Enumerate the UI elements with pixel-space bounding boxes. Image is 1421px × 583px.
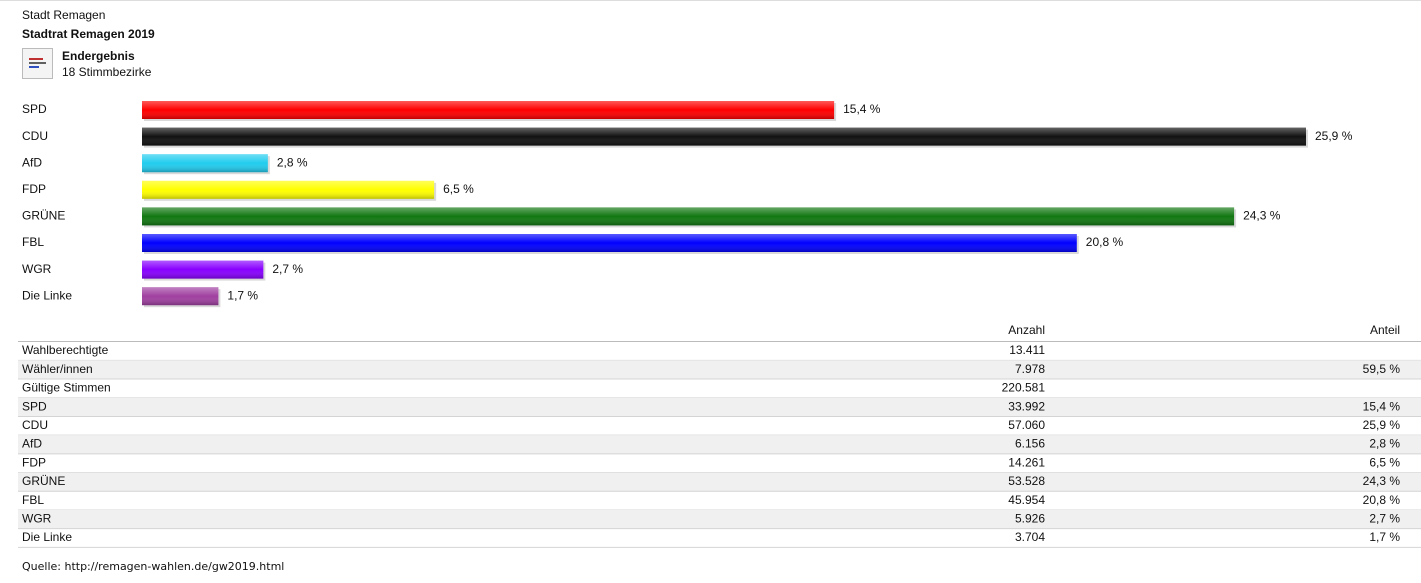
row-count: 14.261 — [1008, 455, 1045, 469]
row-count: 53.528 — [1008, 474, 1045, 488]
row-count: 6.156 — [1015, 437, 1045, 451]
row-count: 57.060 — [1008, 418, 1045, 432]
value-label: 24,3 % — [1243, 209, 1281, 223]
row-count: 7.978 — [1015, 362, 1045, 376]
row-stripe — [18, 397, 1421, 417]
row-label: SPD — [22, 399, 47, 413]
bar-shine — [142, 207, 1235, 226]
bar-shine — [142, 180, 435, 199]
column-header: Anzahl — [1008, 323, 1045, 337]
bar-chart: SPD 15,4 % CDU 25,9 % AfD 2,8 % FDP 6,5 % GRÜNE 2… — [22, 101, 1353, 308]
category-label: FBL — [22, 235, 44, 249]
row-count: 13.411 — [1009, 343, 1045, 357]
bar-shine — [142, 127, 1306, 146]
chart-icon — [22, 48, 53, 79]
row-label: FBL — [22, 493, 44, 507]
row-stripe — [18, 435, 1421, 454]
districts: 18 Stimmbezirke — [62, 65, 152, 79]
row-label: AfD — [22, 437, 42, 451]
row-label: Wähler/innen — [22, 362, 93, 376]
place: Stadt Remagen — [22, 8, 105, 22]
row-label: CDU — [22, 418, 48, 432]
row-label: WGR — [22, 511, 52, 525]
bar-shine — [142, 287, 219, 306]
value-label: 2,7 % — [272, 262, 303, 276]
status: Endergebnis — [62, 49, 135, 63]
value-label: 1,7 % — [227, 288, 258, 302]
row-share: 25,9 % — [1363, 418, 1401, 432]
row-share: 59,5 % — [1363, 362, 1401, 376]
value-label: 15,4 % — [843, 102, 881, 116]
row-stripe — [18, 360, 1421, 380]
row-stripe — [18, 509, 1421, 529]
row-share: 2,7 % — [1369, 511, 1400, 525]
row-count: 3.704 — [1015, 530, 1045, 544]
row-share: 6,5 % — [1369, 455, 1400, 469]
results-table: Anzahl Anteil Wahlberechtigte 13.411 Wähle… — [18, 323, 1421, 548]
category-label: FDP — [22, 182, 46, 196]
row-stripe — [18, 472, 1421, 492]
category-label: SPD — [22, 102, 47, 116]
category-label: AfD — [22, 155, 42, 169]
value-label: 20,8 % — [1086, 235, 1124, 249]
row-label: Die Linke — [22, 530, 72, 544]
value-label: 2,8 % — [277, 155, 308, 169]
row-share: 24,3 % — [1363, 474, 1401, 488]
row-share: 1,7 % — [1369, 530, 1400, 544]
row-label: GRÜNE — [22, 474, 65, 488]
row-count: 5.926 — [1015, 511, 1045, 525]
category-label: GRÜNE — [22, 209, 65, 223]
value-label: 6,5 % — [443, 182, 474, 196]
row-label: Wahlberechtigte — [22, 343, 109, 357]
source: Quelle: http://remagen-wahlen.de/gw2019.… — [22, 560, 284, 573]
value-label: 25,9 % — [1315, 129, 1353, 143]
bar-shine — [142, 260, 264, 279]
row-share: 2,8 % — [1369, 437, 1400, 451]
row-count: 220.581 — [1002, 381, 1046, 395]
row-label: FDP — [22, 455, 46, 469]
row-count: 33.992 — [1008, 399, 1045, 413]
title: Stadtrat Remagen 2019 — [22, 27, 155, 41]
bar-shine — [142, 101, 835, 119]
category-label: CDU — [22, 129, 48, 143]
row-count: 45.954 — [1008, 493, 1045, 507]
row-share: 15,4 % — [1363, 399, 1401, 413]
column-header: Anteil — [1370, 323, 1400, 337]
bar-shine — [142, 154, 268, 173]
category-label: Die Linke — [22, 288, 72, 302]
row-share: 20,8 % — [1363, 493, 1401, 507]
row-label: Gültige Stimmen — [22, 381, 111, 395]
bar-shine — [142, 234, 1077, 252]
category-label: WGR — [22, 262, 52, 276]
